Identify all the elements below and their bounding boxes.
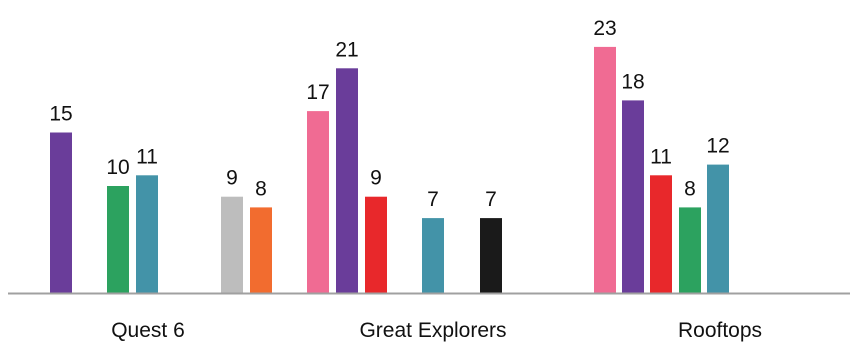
value-label: 7 bbox=[485, 188, 497, 211]
value-label: 23 bbox=[593, 17, 616, 40]
value-label: 21 bbox=[335, 38, 358, 61]
bar-quest-6-5 bbox=[250, 207, 272, 293]
bar-quest-6-1 bbox=[50, 132, 72, 293]
bar-rooftops-3 bbox=[650, 175, 672, 293]
bar-quest-6-2 bbox=[107, 186, 129, 293]
bar-rooftops-1 bbox=[594, 46, 616, 294]
bar-quest-6-3 bbox=[136, 175, 158, 293]
value-label: 15 bbox=[49, 103, 72, 126]
category-label-great-explorers: Great Explorers bbox=[359, 319, 506, 342]
bar-rooftops-4 bbox=[679, 207, 701, 293]
value-label: 9 bbox=[370, 167, 382, 190]
value-label: 18 bbox=[621, 70, 644, 93]
bar-quest-6-4 bbox=[221, 196, 243, 293]
bars-layer bbox=[50, 46, 729, 294]
value-label: 8 bbox=[255, 177, 267, 200]
bar-great-explorers-1 bbox=[307, 111, 329, 293]
category-label-rooftops: Rooftops bbox=[678, 319, 762, 342]
category-label-quest-6: Quest 6 bbox=[111, 319, 185, 342]
bar-great-explorers-5 bbox=[480, 218, 502, 293]
value-label: 8 bbox=[684, 177, 696, 200]
value-label: 7 bbox=[427, 188, 439, 211]
value-label: 11 bbox=[136, 145, 158, 168]
value-label: 11 bbox=[650, 145, 672, 168]
bar-great-explorers-2 bbox=[336, 68, 358, 293]
value-label: 9 bbox=[226, 167, 238, 190]
value-label: 12 bbox=[706, 135, 729, 158]
bar-rooftops-5 bbox=[707, 164, 729, 293]
category-labels-layer: Quest 6 Great Explorers Rooftops bbox=[111, 319, 762, 342]
value-label: 10 bbox=[106, 156, 129, 179]
bar-great-explorers-3 bbox=[365, 196, 387, 293]
bar-great-explorers-4 bbox=[422, 218, 444, 293]
value-label: 17 bbox=[306, 81, 329, 104]
bar-rooftops-2 bbox=[622, 100, 644, 294]
